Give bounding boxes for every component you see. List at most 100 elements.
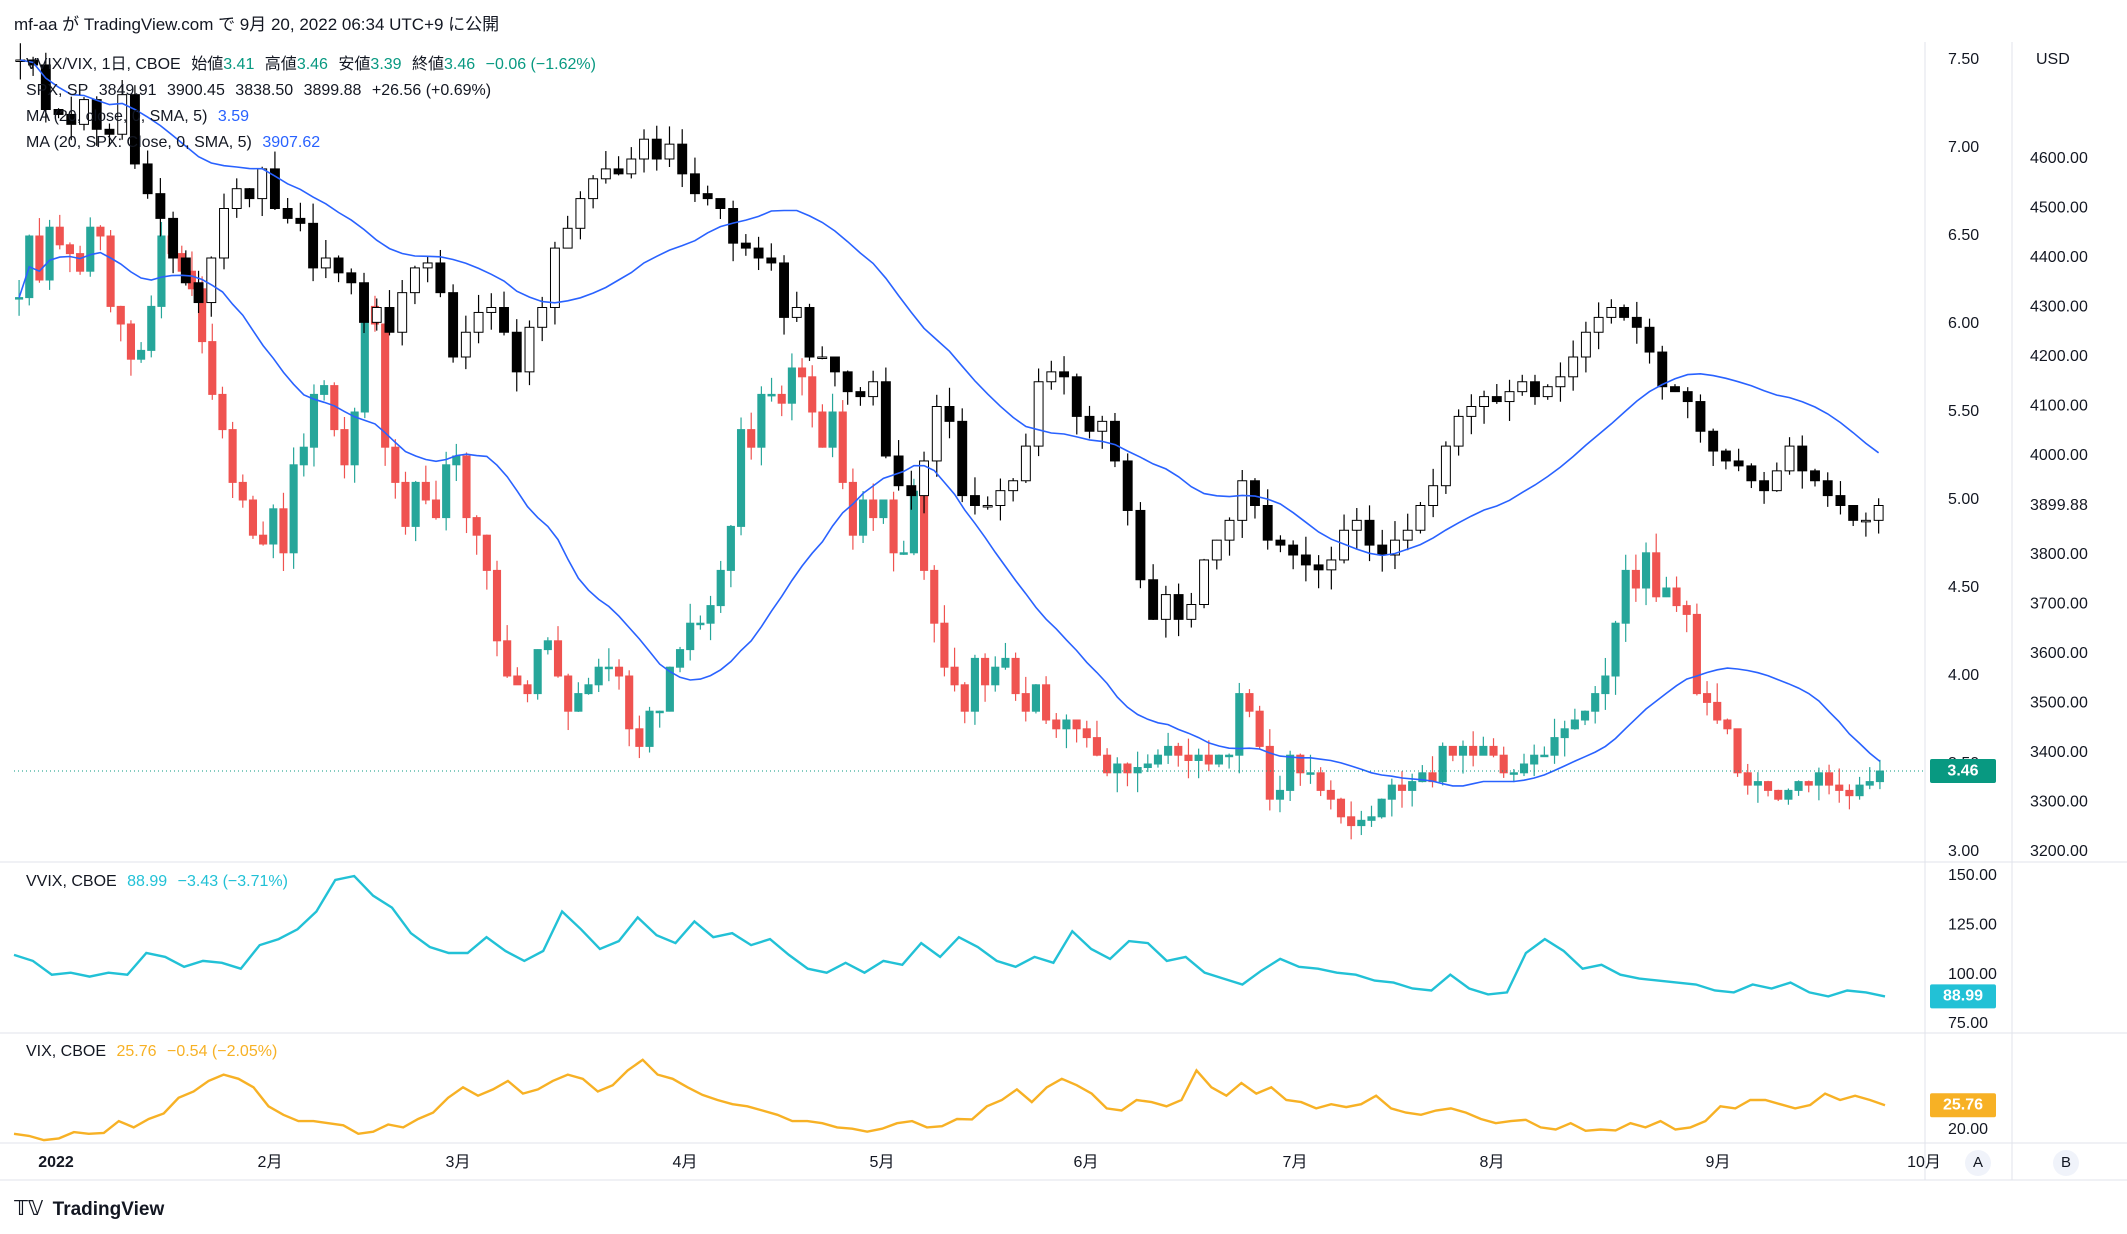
candle-down (1448, 745, 1457, 756)
vvix-vix-ma-line (18, 251, 1881, 787)
tradingview-logo[interactable]: 𝕋𝕍 TradingView (14, 1196, 164, 1221)
candle-down (553, 640, 563, 677)
candle-up (919, 460, 929, 497)
candle-up (1225, 754, 1234, 758)
low-value: 3.39 (370, 56, 402, 73)
candle-down (1733, 728, 1742, 774)
candle-up (1097, 420, 1108, 432)
candle-up (696, 622, 705, 626)
candle-up (117, 94, 128, 135)
candle-down (421, 481, 430, 501)
candle-down (950, 666, 959, 686)
candle-down (340, 429, 349, 466)
candle-up (1771, 470, 1782, 492)
candle-up (422, 262, 433, 269)
candle-down (1174, 745, 1183, 756)
ma2-value: 3907.62 (262, 134, 321, 151)
time-label: 2022 (38, 1154, 74, 1171)
candle-down (960, 684, 969, 712)
candle-up (1560, 728, 1569, 739)
candle-up (1143, 763, 1152, 769)
candle-up (868, 381, 879, 398)
candle-down (1071, 376, 1082, 417)
candle-up (664, 143, 675, 160)
candle-down (472, 517, 481, 536)
candle-up (1641, 552, 1651, 589)
candle-up (1504, 391, 1515, 403)
ratio-axis-label: 5.50 (1948, 403, 1979, 420)
ratio-axis-label: 4.50 (1948, 579, 1979, 596)
candle-down (1489, 745, 1498, 756)
legend-spx-symbol: SPX, SP (26, 82, 89, 99)
candle-down (797, 367, 807, 378)
candle-down (65, 244, 74, 255)
candle-down (1072, 719, 1081, 730)
candle-down (1682, 391, 1693, 403)
candle-down (702, 193, 713, 200)
vvix-axis-label: 100.00 (1948, 966, 1997, 983)
scale-button-b[interactable]: B (2061, 1154, 2071, 1171)
candle-up (1601, 675, 1610, 695)
candle-up (289, 464, 298, 554)
candle-up (645, 710, 654, 747)
candle-up (626, 158, 637, 175)
candle-down (1262, 505, 1273, 541)
candle-down (55, 226, 64, 246)
ratio-price-tag-bg (1930, 759, 1996, 784)
candle-down (76, 253, 85, 272)
spx-axis-label: 4500.00 (2030, 200, 2088, 217)
candle-up (486, 307, 497, 313)
candle-up (1415, 505, 1426, 531)
candle-down (1499, 754, 1508, 774)
candle-up (817, 356, 828, 359)
candle-up (970, 657, 979, 712)
candle-down (889, 499, 898, 554)
candle-up (86, 226, 95, 272)
spx-axis-label: 4200.00 (2030, 348, 2088, 365)
candle-up (1211, 539, 1222, 561)
candle-down (1397, 784, 1407, 791)
candle-up (665, 666, 674, 712)
scale-button-a[interactable]: A (1973, 1154, 1983, 1171)
candle-up (206, 257, 217, 304)
candle-up (1008, 480, 1019, 492)
candle-up (320, 257, 331, 269)
candle-down (1491, 396, 1502, 403)
candle-down (804, 307, 815, 358)
candle-up (137, 349, 146, 360)
candle-up (791, 307, 802, 318)
candle-down (279, 508, 288, 554)
candle-up (1580, 331, 1591, 358)
candle-down (808, 376, 817, 413)
scale-button-b-bg[interactable] (2053, 1150, 2079, 1176)
candle-up (1377, 798, 1386, 818)
candle-up (1784, 445, 1795, 472)
candle-down (1135, 509, 1146, 581)
candle-down (1797, 445, 1808, 472)
main-legend: VVIX/VIX, 1日, CBOE 始値3.41 高値3.46 安値3.39 … (26, 52, 602, 156)
time-label: 5月 (870, 1154, 895, 1171)
change-value: −0.06 (−1.62%) (485, 56, 596, 73)
candle-down (1250, 480, 1260, 506)
candle-down (1672, 587, 1681, 607)
time-label: 9月 (1706, 1154, 1731, 1171)
candle-up (1570, 719, 1579, 730)
candle-down (259, 534, 268, 545)
candle-down (513, 675, 522, 686)
spx-open: 3849.91 (98, 82, 157, 99)
vix-value: 25.76 (116, 1043, 157, 1060)
candle-up (1408, 781, 1417, 791)
candle-down (1682, 605, 1691, 615)
usd-label: USD (2036, 51, 2070, 68)
candle-down (104, 128, 115, 135)
candle-down (218, 393, 227, 431)
candle-up (1794, 781, 1803, 791)
spx-low: 3838.50 (235, 82, 294, 99)
candle-down (1695, 401, 1706, 432)
scale-button-a-bg[interactable] (1965, 1150, 1991, 1176)
candle-up (1133, 767, 1142, 774)
candle-up (1286, 754, 1295, 791)
candle-up (995, 490, 1006, 506)
candle-down (53, 109, 64, 115)
